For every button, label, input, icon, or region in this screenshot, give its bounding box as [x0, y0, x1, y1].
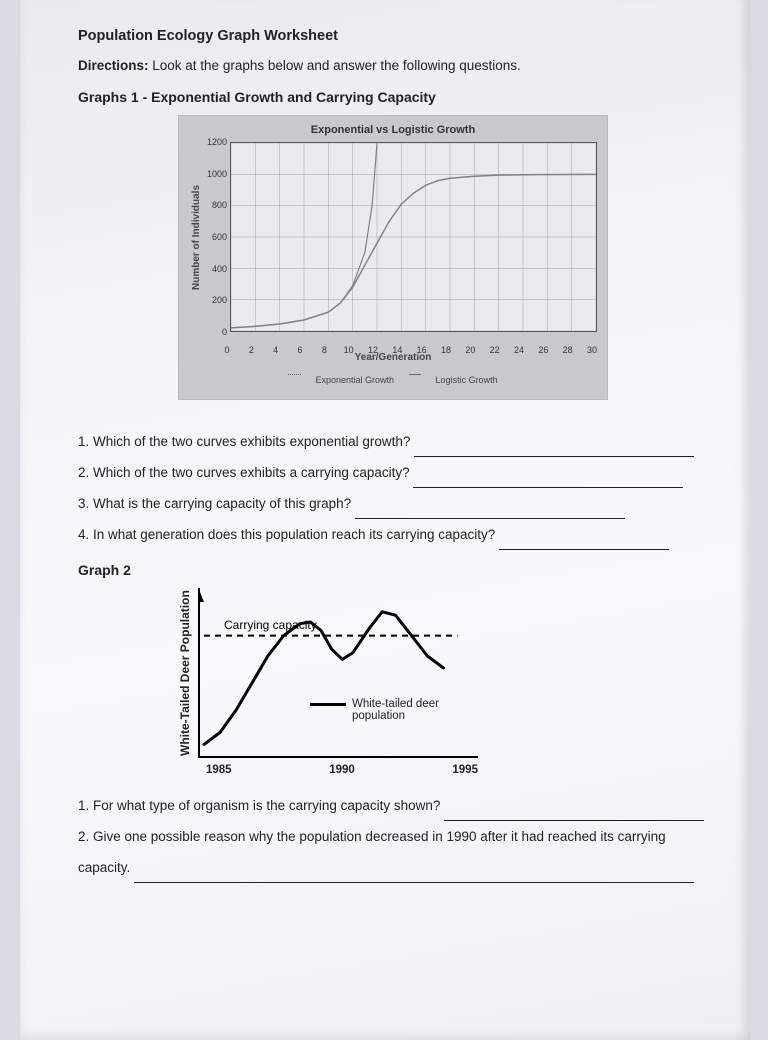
blank[interactable]	[355, 506, 625, 520]
logistic-curve	[231, 174, 596, 327]
graph2-heading: Graph 2	[78, 562, 708, 578]
chart2-container: White-Tailed Deer Population Carrying ca…	[178, 588, 508, 758]
chart1-title: Exponential vs Logistic Growth	[189, 124, 597, 136]
chart1-container: Exponential vs Logistic Growth Number of…	[178, 115, 608, 400]
y-arrow	[200, 592, 204, 758]
section-1-heading: Graphs 1 - Exponential Growth and Carryi…	[78, 89, 708, 105]
q2-2a: 2. Give one possible reason why the popu…	[78, 829, 666, 844]
chart1-plot: 020040060080010001200 024681012141618202…	[230, 142, 597, 332]
q1-1: 1. Which of the two curves exhibits expo…	[78, 434, 414, 449]
cc-label: Carrying capacity	[224, 618, 317, 632]
worksheet-page: Population Ecology Graph Worksheet Direc…	[20, 0, 750, 1040]
chart1-legend: Exponential Growth Logistic Growth	[189, 375, 597, 385]
blank[interactable]	[134, 870, 694, 884]
page-title: Population Ecology Graph Worksheet	[78, 28, 708, 44]
q2-2b: capacity.	[78, 860, 134, 875]
chart1-yticks: 020040060080010001200	[201, 137, 229, 337]
questions-1: 1. Which of the two curves exhibits expo…	[78, 426, 708, 550]
directions-text: Look at the graphs below and answer the …	[149, 58, 521, 73]
chart1-svg	[231, 143, 596, 331]
q1-3: 3. What is the carrying capacity of this…	[78, 496, 355, 511]
legend-exp: Exponential Growth	[315, 375, 394, 385]
x2tick: 1995	[452, 764, 478, 776]
legend-l2: population	[352, 710, 405, 722]
directions: Directions: Look at the graphs below and…	[78, 58, 708, 73]
blank[interactable]	[499, 537, 669, 551]
legend-l1: White-tailed deer	[352, 698, 439, 710]
legend-line-icon	[310, 703, 346, 706]
blank[interactable]	[414, 444, 694, 458]
q1-4: 4. In what generation does this populati…	[78, 527, 499, 542]
legend-log: Logistic Growth	[436, 375, 498, 385]
x2tick: 1990	[329, 764, 355, 776]
blank[interactable]	[444, 808, 704, 822]
q2-1: 1. For what type of organism is the carr…	[78, 798, 444, 813]
questions-2: 1. For what type of organism is the carr…	[78, 790, 708, 883]
chart2-ylabel: White-Tailed Deer Population	[178, 588, 192, 758]
q1-2: 2. Which of the two curves exhibits a ca…	[78, 465, 413, 480]
chart2-plot: Carrying capacity White-tailed deer popu…	[198, 588, 478, 758]
blank[interactable]	[413, 475, 683, 489]
directions-label: Directions:	[78, 58, 149, 73]
x2tick: 1985	[206, 764, 232, 776]
chart2-legend: White-tailed deer population	[310, 698, 439, 722]
chart2-svg	[200, 588, 480, 758]
